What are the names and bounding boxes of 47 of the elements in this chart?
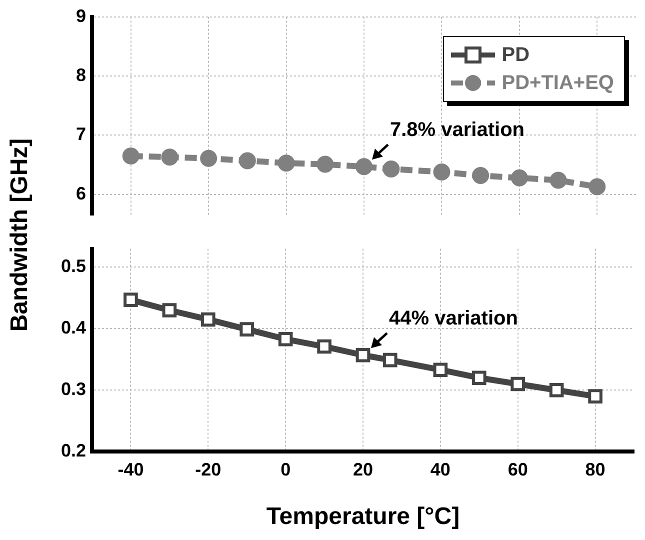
x-tick-label: -20	[195, 459, 222, 480]
point	[238, 152, 256, 170]
point	[382, 160, 400, 178]
y-tick-label: 8	[76, 64, 86, 85]
point	[356, 348, 370, 362]
x-axis-title: Temperature [°C]	[266, 503, 460, 530]
y-tick-label: 7	[76, 124, 86, 144]
x-tick-label: -40	[118, 459, 144, 480]
y-tick-label: 0.3	[60, 379, 86, 400]
point	[472, 370, 486, 386]
text: PD	[502, 44, 530, 66]
y-tick-label: 6	[76, 183, 86, 204]
point	[124, 292, 138, 307]
point	[162, 303, 177, 318]
point	[549, 382, 564, 398]
legend-label: PD+TIA+EQ	[502, 72, 614, 94]
point	[316, 156, 334, 173]
annotation: 7.8% variation	[390, 119, 525, 142]
point	[200, 312, 216, 327]
x-tick-label: 60	[508, 459, 528, 480]
point	[382, 352, 398, 368]
point	[122, 147, 140, 164]
x-tick-label: 0	[280, 459, 291, 480]
point	[278, 332, 293, 346]
y-tick-label: 9	[76, 6, 86, 26]
point	[278, 154, 295, 172]
point	[510, 376, 526, 392]
y-tick-label: 0.4	[60, 318, 86, 338]
y-axis-title: Bandwidth [GHz]	[6, 138, 34, 332]
x-tick-label: 40	[430, 459, 450, 480]
point	[433, 163, 450, 180]
x-tick-label: 20	[352, 459, 374, 480]
point	[550, 172, 567, 189]
point	[510, 169, 528, 186]
y-tick-label: 0.5	[60, 256, 86, 276]
point	[356, 158, 372, 176]
point	[240, 322, 254, 336]
point	[588, 178, 606, 196]
annotation: 44% variation	[389, 308, 518, 330]
x-tick-label: 80	[585, 459, 606, 480]
point	[472, 167, 490, 184]
point	[200, 150, 218, 167]
point	[433, 362, 448, 378]
point	[588, 389, 602, 404]
y-tick-label: 0.2	[60, 440, 86, 461]
point	[161, 148, 178, 166]
point	[317, 339, 332, 354]
